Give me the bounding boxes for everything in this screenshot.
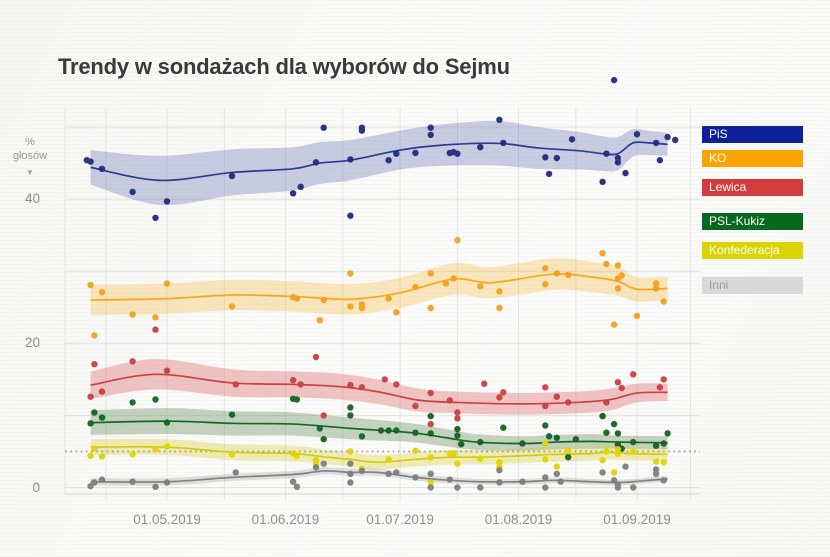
points-konfederacja[interactable]	[87, 440, 667, 486]
legend-item-psl-kukiz[interactable]: PSL-Kukiz	[702, 213, 803, 230]
x-tick-01.08.2019: 01.08.2019	[484, 512, 553, 527]
band-konfederacja	[90, 438, 668, 470]
legend-item-ko[interactable]: KO	[702, 150, 803, 167]
legend-item-konfederacja[interactable]: Konfederacja	[702, 242, 803, 259]
y-axis-unit-text: głosów	[12, 150, 48, 162]
band-pis	[90, 120, 668, 206]
trend-pis	[90, 141, 668, 182]
y-axis-unit-percent: %	[25, 136, 35, 148]
y-tick-0: 0	[32, 479, 40, 495]
y-tick-40: 40	[24, 191, 40, 207]
x-tick-01.05.2019: 01.05.2019	[133, 512, 201, 527]
x-tick-01.09.2019: 01.09.2019	[603, 512, 671, 527]
band-ko	[90, 258, 668, 316]
gridlines	[64, 108, 700, 500]
legend-item-inni[interactable]: Inni	[702, 277, 803, 294]
trend-lewica	[90, 373, 668, 405]
legend-item-pis[interactable]: PiS	[702, 126, 803, 143]
chart-title: Trendy w sondażach dla wyborów do Sejmu	[58, 54, 510, 79]
y-tick-20: 20	[24, 335, 40, 351]
legend-item-lewica[interactable]: Lewica	[702, 179, 803, 196]
y-axis-unit-label: % głosów ▼	[6, 135, 54, 180]
x-tick-01.06.2019: 01.06.2019	[251, 512, 320, 527]
points-ko[interactable]	[87, 237, 667, 339]
band-inni	[90, 467, 668, 486]
points-inni[interactable]	[87, 460, 667, 491]
points-psl-kukiz[interactable]	[87, 395, 671, 461]
band-lewica	[90, 359, 668, 415]
points-pis[interactable]	[83, 76, 679, 221]
x-tick-01.07.2019: 01.07.2019	[366, 512, 434, 527]
chevron-down-icon: ▼	[26, 168, 34, 177]
trend-inni	[90, 470, 668, 484]
trend-psl-kukiz	[90, 420, 668, 445]
